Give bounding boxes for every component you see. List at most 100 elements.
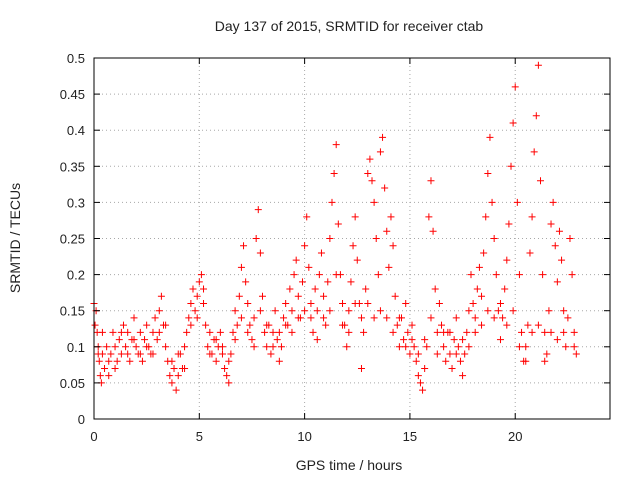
data-point [155, 328, 163, 336]
data-point [471, 328, 479, 336]
data-point [187, 321, 195, 329]
data-point [229, 328, 237, 336]
data-point [96, 372, 104, 380]
data-point [339, 321, 347, 329]
data-point [187, 299, 195, 307]
data-point [421, 364, 429, 372]
data-point [541, 357, 549, 365]
y-tick-label: 0.5 [67, 51, 85, 66]
data-point [353, 256, 361, 264]
data-point [389, 242, 397, 250]
y-tick-label: 0.35 [60, 159, 85, 174]
data-point [212, 336, 220, 344]
data-point [244, 299, 252, 307]
data-point [122, 343, 130, 351]
data-point [263, 343, 271, 351]
data-point [328, 198, 336, 206]
data-point [490, 314, 498, 322]
data-point [492, 271, 500, 279]
data-point [322, 321, 330, 329]
data-point [376, 307, 384, 315]
data-point [280, 314, 288, 322]
data-point [480, 249, 488, 257]
data-point [404, 328, 412, 336]
data-point [499, 314, 507, 322]
data-point [408, 336, 416, 344]
grid-lines [94, 58, 610, 419]
data-point [303, 213, 311, 221]
data-point [423, 343, 431, 351]
data-point [138, 357, 146, 365]
data-point [568, 271, 576, 279]
data-point [503, 321, 511, 329]
data-point [433, 328, 441, 336]
data-point [242, 278, 250, 286]
data-point [286, 285, 294, 293]
data-point [478, 292, 486, 300]
data-point [391, 292, 399, 300]
data-point [307, 314, 315, 322]
data-point [191, 307, 199, 315]
data-point [143, 321, 151, 329]
data-point [269, 343, 277, 351]
data-point [153, 336, 161, 344]
data-point [349, 242, 357, 250]
data-point [183, 328, 191, 336]
data-point [412, 357, 420, 365]
data-point [95, 357, 103, 365]
data-point [307, 299, 315, 307]
data-point [534, 61, 542, 69]
data-point [313, 336, 321, 344]
data-point [345, 328, 353, 336]
x-tick-label: 10 [297, 429, 311, 444]
data-point [174, 350, 182, 358]
data-point [168, 357, 176, 365]
data-point [101, 364, 109, 372]
data-point [269, 328, 277, 336]
data-point [193, 314, 201, 322]
data-point [326, 307, 334, 315]
data-point [105, 372, 113, 380]
data-point [518, 328, 526, 336]
data-point [549, 198, 557, 206]
data-point [442, 357, 450, 365]
data-point [141, 336, 149, 344]
data-point [370, 314, 378, 322]
data-point [299, 278, 307, 286]
data-point [130, 314, 138, 322]
data-point [117, 350, 125, 358]
data-point [267, 350, 275, 358]
data-point [566, 235, 574, 242]
data-point [343, 343, 351, 351]
y-tick-label: 0.4 [67, 123, 85, 138]
data-point [288, 328, 296, 336]
data-point [94, 350, 102, 358]
data-point [301, 307, 309, 315]
data-point [275, 328, 283, 336]
data-point [174, 372, 182, 380]
data-point [248, 336, 256, 344]
data-point [132, 343, 140, 351]
data-point [288, 307, 296, 315]
data-point [454, 343, 462, 351]
y-tick-label: 0.15 [60, 304, 85, 319]
data-point [528, 328, 536, 336]
data-point [471, 314, 479, 322]
data-point [143, 343, 151, 351]
data-point [109, 328, 117, 336]
data-point [461, 350, 469, 358]
data-point [111, 364, 119, 372]
data-point [364, 299, 372, 307]
data-point [372, 235, 380, 242]
data-point [256, 307, 264, 315]
data-point [91, 321, 99, 329]
data-point [408, 321, 416, 329]
data-point [218, 343, 226, 351]
data-point [482, 213, 490, 221]
data-point [433, 350, 441, 358]
y-axis-label: SRMTID / TECUs [7, 183, 23, 293]
data-point [273, 336, 281, 344]
data-point [244, 328, 252, 336]
data-point [501, 285, 509, 293]
